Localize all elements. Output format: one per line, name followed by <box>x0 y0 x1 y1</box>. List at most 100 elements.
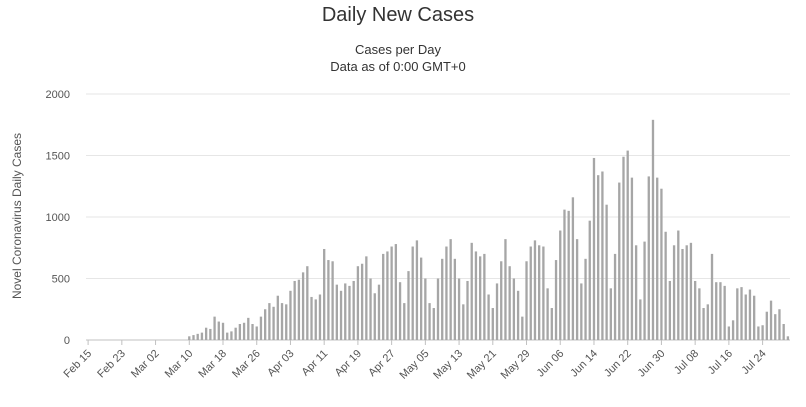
bar <box>508 266 511 340</box>
bar <box>757 326 760 340</box>
bar <box>403 303 406 340</box>
bar <box>563 209 566 340</box>
bar <box>618 182 621 340</box>
bar <box>293 280 296 340</box>
bar <box>575 239 579 340</box>
x-tick-label: Feb 23 <box>95 348 128 381</box>
bar <box>335 284 338 340</box>
bar <box>491 308 494 340</box>
bar <box>327 260 330 340</box>
y-tick-label: 1000 <box>46 212 70 224</box>
bar <box>276 295 279 340</box>
y-tick-label: 1500 <box>46 151 70 163</box>
bar <box>200 332 204 340</box>
bar <box>597 175 600 340</box>
bar <box>209 328 212 340</box>
bar <box>268 303 271 340</box>
bar <box>538 245 541 340</box>
bar <box>394 244 398 340</box>
x-tick-label: May 29 <box>499 348 533 382</box>
bar <box>230 331 233 340</box>
bar <box>504 239 507 340</box>
bar <box>192 335 195 340</box>
x-tick-label: May 13 <box>431 348 465 382</box>
bar <box>306 266 309 340</box>
x-tick-label: Jun 22 <box>602 348 634 380</box>
x-tick-label: May 21 <box>465 348 499 382</box>
bar <box>765 311 768 340</box>
bar <box>656 177 659 340</box>
bar <box>512 278 516 340</box>
x-tick-label: Apr 11 <box>299 348 330 379</box>
bar <box>432 308 435 340</box>
bar <box>693 280 697 340</box>
bar <box>310 296 313 340</box>
bar <box>630 177 634 340</box>
chart-title: Daily New Cases <box>321 4 475 26</box>
bar <box>226 332 229 340</box>
bar <box>495 283 499 340</box>
bar <box>668 280 672 340</box>
bars <box>188 119 790 340</box>
bar <box>592 157 596 340</box>
bar <box>323 248 326 340</box>
bar <box>487 294 490 340</box>
bar <box>748 289 752 340</box>
bar <box>744 294 747 340</box>
y-tick-label: 500 <box>52 274 70 286</box>
bar <box>782 324 785 340</box>
bar <box>479 256 482 340</box>
bar <box>217 321 220 340</box>
x-tick-label: Jul 08 <box>672 348 701 377</box>
bar <box>314 299 317 340</box>
bar <box>204 327 208 340</box>
bar <box>525 261 528 340</box>
bar <box>242 322 246 340</box>
bar <box>723 285 726 340</box>
bar <box>651 119 655 340</box>
chart-subtitle-date: Data as of 0:00 GMT+0 <box>330 59 466 74</box>
bar <box>398 282 402 340</box>
bar <box>639 299 642 340</box>
bar <box>533 240 537 340</box>
bar <box>436 278 440 340</box>
bar <box>689 242 693 340</box>
bar <box>331 261 334 340</box>
bar <box>634 245 638 340</box>
x-tick-label: Jun 14 <box>568 348 600 380</box>
bar <box>441 258 444 340</box>
bar <box>542 246 545 340</box>
bar <box>297 279 301 340</box>
bar <box>546 288 549 340</box>
bar <box>369 278 372 340</box>
bar <box>344 283 347 340</box>
bar <box>356 266 360 340</box>
x-tick-label: Apr 03 <box>265 348 296 379</box>
bar <box>786 336 790 340</box>
bar <box>664 231 667 340</box>
bar <box>462 304 465 340</box>
bar <box>559 230 562 340</box>
bar <box>719 282 722 340</box>
x-axis-ticks: Feb 15 Feb 23 Mar 02 Mar 10 Mar 18 Mar 26 Apr … <box>62 340 769 382</box>
bar <box>301 272 305 340</box>
bar <box>457 278 461 340</box>
bar <box>778 309 781 340</box>
bar <box>188 336 191 340</box>
bar <box>554 260 558 340</box>
bar <box>761 325 764 340</box>
bar <box>647 176 650 340</box>
bar <box>567 210 570 340</box>
bar <box>247 317 250 340</box>
bar <box>360 263 364 340</box>
bar <box>584 258 587 340</box>
x-tick-label: Jul 24 <box>739 348 768 377</box>
x-tick-label: Jun 30 <box>636 348 668 380</box>
bar <box>753 295 756 340</box>
bar <box>466 280 469 340</box>
bar <box>698 288 701 340</box>
bar <box>411 246 414 340</box>
x-tick-label: Mar 26 <box>230 348 263 381</box>
bar <box>601 171 604 340</box>
bar <box>234 327 237 340</box>
